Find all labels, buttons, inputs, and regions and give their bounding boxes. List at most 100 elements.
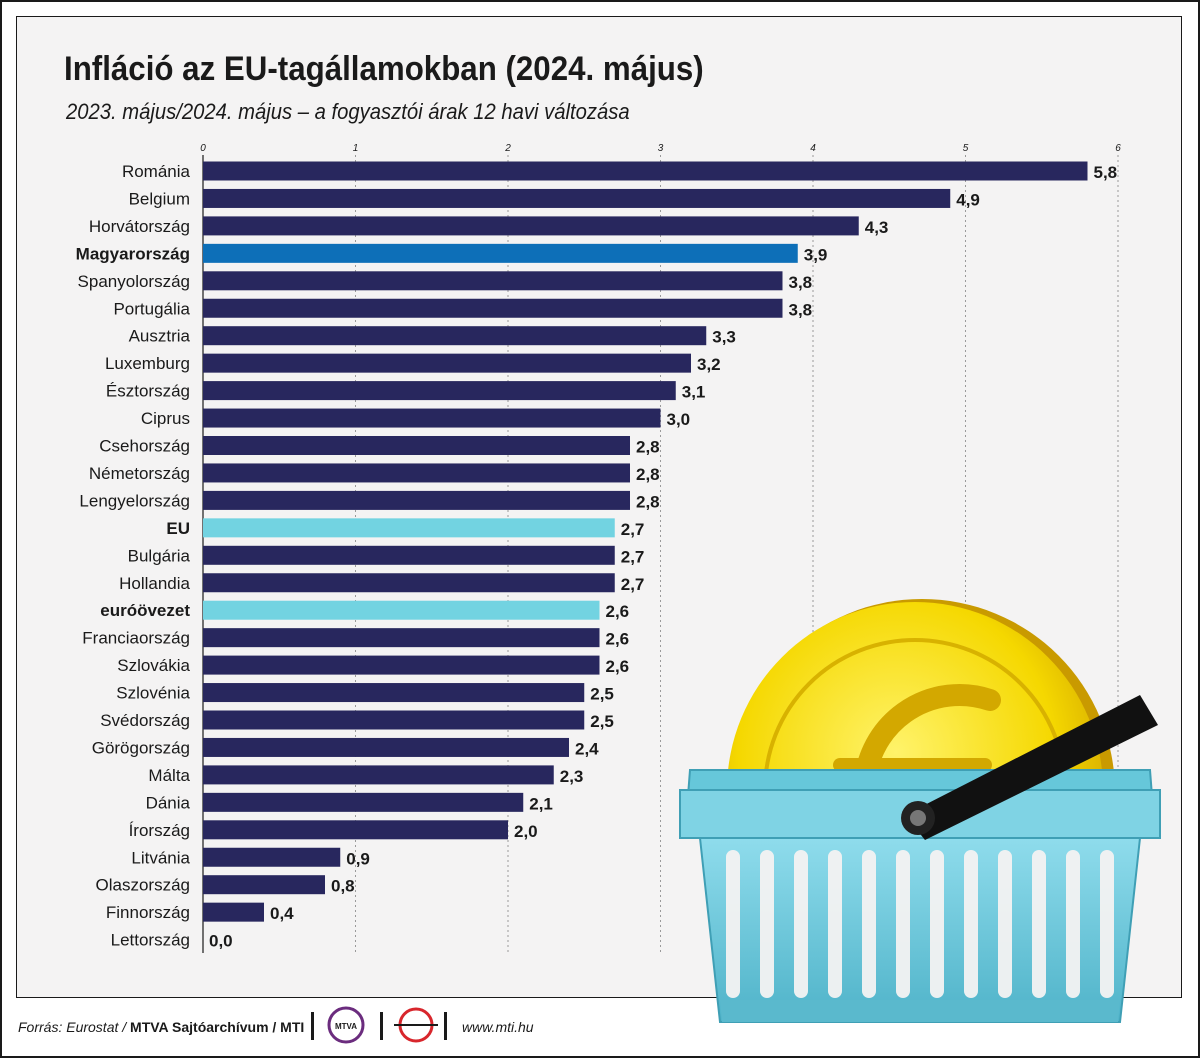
category-label: Észtország: [106, 382, 190, 401]
category-label: Portugália: [113, 299, 190, 318]
mti-logo-icon: [394, 1007, 438, 1043]
bar: [203, 710, 585, 730]
bar: [203, 573, 615, 593]
chart-title: Infláció az EU-tagállamokban (2024. máju…: [64, 50, 704, 88]
value-label: 2,1: [529, 794, 553, 813]
value-label: 2,8: [636, 438, 660, 457]
category-label: Magyarország: [76, 244, 190, 263]
value-label: 2,0: [514, 822, 538, 841]
value-label: 4,9: [956, 190, 980, 209]
source-note: Forrás: Eurostat / MTVA Sajtóarchívum / …: [18, 1019, 304, 1035]
bar: [203, 545, 615, 565]
bar: [203, 518, 615, 538]
category-label: Hollandia: [119, 574, 190, 593]
category-label: Ciprus: [141, 409, 190, 428]
bar: [203, 353, 691, 373]
category-label: Svédország: [100, 711, 190, 730]
category-label: Szlovénia: [116, 684, 190, 703]
mtva-logo-icon: MTVA: [327, 1006, 365, 1044]
value-label: 2,5: [590, 685, 614, 704]
footer-separator: [444, 1012, 447, 1040]
category-label: Bulgária: [128, 546, 191, 565]
bar: [203, 436, 630, 455]
category-label: Málta: [148, 766, 190, 785]
basket-handle-icon: [901, 695, 1158, 840]
category-label: Olaszország: [96, 876, 190, 895]
category-label: Franciaország: [82, 629, 190, 648]
value-label: 3,9: [804, 245, 828, 264]
mtva-logo-text: MTVA: [335, 1022, 357, 1031]
bar: [203, 490, 630, 510]
basket-icon: [679, 769, 1161, 1023]
footer-logos: MTVA: [327, 1006, 438, 1044]
x-tick-label: 1: [353, 143, 359, 154]
bar: [203, 271, 783, 291]
category-label: Írország: [129, 821, 190, 840]
bar: [203, 326, 707, 346]
bar: [203, 792, 524, 812]
x-tick-label: 2: [504, 143, 511, 154]
bar: [203, 408, 661, 428]
x-tick-label: 4: [810, 143, 816, 154]
category-label: Románia: [122, 162, 191, 181]
bar: [203, 902, 264, 922]
value-label: 2,3: [560, 767, 584, 786]
bar: [203, 243, 798, 263]
bar: [203, 463, 630, 483]
value-label: 2,7: [621, 520, 645, 539]
category-label: Finnország: [106, 903, 190, 922]
value-label: 2,8: [636, 465, 660, 484]
bar: [203, 216, 859, 236]
chart-subtitle: 2023. május/2024. május – a fogyasztói á…: [66, 99, 630, 124]
value-label: 3,3: [712, 328, 736, 347]
bar: [203, 298, 783, 318]
value-label: 3,2: [697, 355, 721, 374]
value-label: 3,8: [789, 273, 813, 292]
value-label: 3,0: [667, 410, 691, 429]
x-tick-label: 5: [963, 143, 969, 154]
category-label: Spanyolország: [78, 272, 190, 291]
value-label: 2,7: [621, 547, 645, 566]
category-label: Horvátország: [89, 217, 190, 236]
value-label: 4,3: [865, 218, 889, 237]
category-label: Dánia: [146, 793, 191, 812]
value-label: 2,6: [606, 602, 630, 621]
bar: [203, 847, 341, 867]
value-label: 2,6: [606, 657, 630, 676]
x-tick-label: 0: [200, 143, 206, 154]
value-label: 0,0: [209, 932, 233, 951]
category-label: Belgium: [129, 189, 190, 208]
category-label: Szlovákia: [117, 656, 190, 675]
x-tick-label: 3: [658, 143, 664, 154]
source-url: www.mti.hu: [462, 1019, 534, 1035]
category-label: Csehország: [99, 437, 190, 456]
category-label: Luxemburg: [105, 354, 190, 373]
category-label: Németország: [89, 464, 190, 483]
value-label: 2,5: [590, 712, 614, 731]
bar: [203, 161, 1088, 181]
value-label: 0,9: [346, 849, 370, 868]
bar: [203, 683, 585, 703]
value-label: 2,4: [575, 739, 599, 758]
source-prefix: Forrás: Eurostat /: [18, 1019, 131, 1035]
value-label: 0,4: [270, 904, 294, 923]
category-label: euróövezet: [100, 601, 190, 620]
x-tick-label: 6: [1115, 143, 1121, 154]
category-label: Lengyelország: [79, 491, 190, 510]
bar: [203, 600, 600, 620]
footer-separator: [380, 1012, 383, 1040]
category-label: Lettország: [111, 931, 190, 950]
value-label: 0,8: [331, 877, 355, 896]
value-label: 2,8: [636, 492, 660, 511]
value-label: 2,6: [606, 630, 630, 649]
footer-separator: [311, 1012, 314, 1040]
bar: [203, 628, 600, 648]
bar: [203, 875, 325, 895]
value-label: 5,8: [1094, 163, 1118, 182]
category-label: Ausztria: [129, 327, 191, 346]
bar: [203, 381, 676, 401]
category-label: Görögország: [92, 738, 190, 757]
source-bold: MTVA Sajtóarchívum / MTI: [130, 1019, 305, 1035]
